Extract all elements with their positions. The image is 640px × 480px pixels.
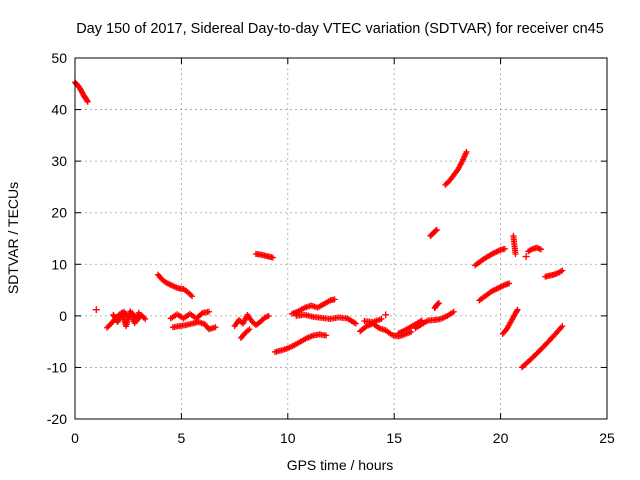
series-arc-u xyxy=(442,148,470,188)
data-point xyxy=(84,97,91,104)
y-tick-label: 0 xyxy=(59,308,67,324)
data-point xyxy=(92,306,100,314)
series-arc-l xyxy=(289,296,338,317)
data-point xyxy=(559,323,566,330)
y-axis-label: SDTVAR / TECUs xyxy=(5,182,21,294)
data-point xyxy=(142,315,149,322)
data-point xyxy=(522,253,530,261)
y-tick-label: 50 xyxy=(51,50,67,66)
series-arc-ac xyxy=(542,267,566,280)
data-point xyxy=(559,267,566,274)
series-arc-z xyxy=(518,323,566,371)
y-tick-label: -10 xyxy=(47,359,67,375)
data-point xyxy=(435,300,442,307)
series-arc-r xyxy=(412,308,457,332)
data-point xyxy=(187,291,194,298)
data-point xyxy=(382,311,390,319)
data-point xyxy=(514,306,521,313)
data-point xyxy=(463,148,470,155)
series-arc-t xyxy=(427,226,440,239)
series-arc-f xyxy=(167,308,213,322)
data-points xyxy=(72,79,566,371)
x-tick-label: 10 xyxy=(280,430,296,446)
series-arc-a xyxy=(72,79,91,105)
data-point xyxy=(105,323,112,330)
series-arc-aa xyxy=(525,244,545,255)
data-point xyxy=(265,312,272,319)
data-point xyxy=(206,308,213,315)
series-arc-k xyxy=(272,331,330,355)
series-arc-w xyxy=(476,280,513,304)
x-tick-label: 5 xyxy=(178,430,186,446)
x-axis-label: GPS time / hours xyxy=(287,457,394,473)
data-point xyxy=(442,181,449,188)
series-arc-e xyxy=(154,271,196,300)
data-point xyxy=(538,246,545,253)
x-tick-label: 15 xyxy=(386,430,402,446)
series-arc-m xyxy=(293,311,359,327)
data-point xyxy=(246,326,253,333)
tick-labels: 0 5 10 15 20 25 -20 -10 0 10 20 30 40 50 xyxy=(47,50,615,446)
x-tick-label: 0 xyxy=(71,430,79,446)
series-arc-d xyxy=(110,308,142,330)
series-arc-j xyxy=(252,250,276,261)
data-point xyxy=(443,180,450,187)
series-arc-h xyxy=(231,311,272,330)
plot-frame xyxy=(74,57,608,420)
y-tick-label: 40 xyxy=(51,102,67,118)
data-point xyxy=(331,296,338,303)
series-arc-i xyxy=(237,326,253,342)
y-tick-label: 10 xyxy=(51,256,67,272)
data-point xyxy=(450,308,457,315)
data-point xyxy=(433,226,440,233)
series-arc-s xyxy=(431,299,442,312)
series-arc-o xyxy=(361,315,385,326)
chart-title: Day 150 of 2017, Sidereal Day-to-day VTE… xyxy=(76,21,604,37)
data-point xyxy=(352,320,359,327)
data-point xyxy=(323,332,330,339)
y-tick-label: 20 xyxy=(51,205,67,221)
data-point xyxy=(212,324,219,331)
data-point xyxy=(506,280,513,287)
data-point xyxy=(513,307,520,314)
data-point xyxy=(103,324,110,331)
data-point xyxy=(501,245,508,252)
data-point xyxy=(84,98,91,105)
data-point xyxy=(135,309,142,316)
series-arc-g xyxy=(169,319,219,333)
series-arc-y xyxy=(510,232,519,257)
data-point xyxy=(269,254,276,261)
y-tick-label: -20 xyxy=(47,411,67,427)
series-arc-x xyxy=(499,306,521,337)
x-tick-label: 25 xyxy=(599,430,615,446)
data-point xyxy=(433,227,440,234)
x-tick-label: 20 xyxy=(493,430,509,446)
data-point xyxy=(189,293,196,300)
data-point xyxy=(264,313,271,320)
data-point xyxy=(435,299,442,306)
data-point xyxy=(512,250,519,257)
data-point xyxy=(378,315,385,322)
y-tick-label: 30 xyxy=(51,153,67,169)
data-point xyxy=(408,328,415,335)
series-arc-v xyxy=(472,245,508,269)
